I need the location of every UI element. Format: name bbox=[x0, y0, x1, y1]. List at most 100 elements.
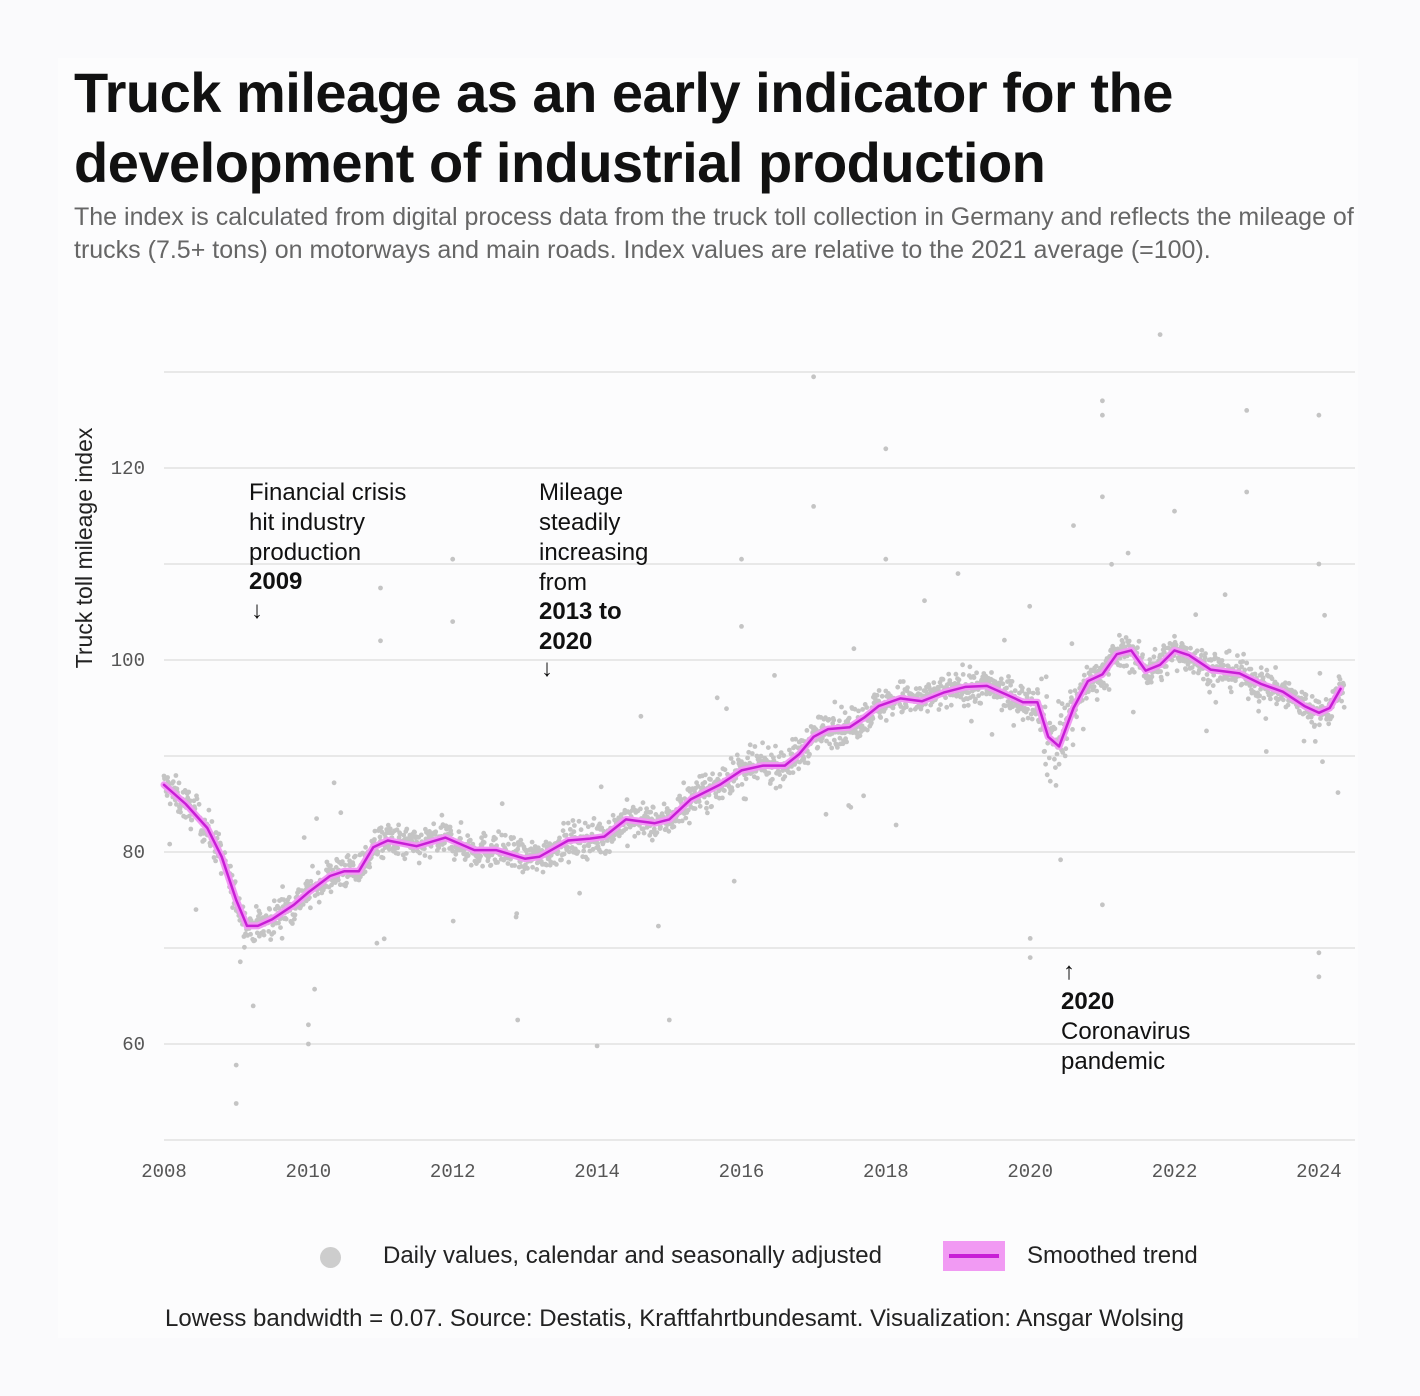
daily-point bbox=[189, 817, 195, 823]
daily-point bbox=[960, 672, 966, 677]
daily-point bbox=[1189, 665, 1195, 670]
annotation-2013-text: Mileage steadily increasing from bbox=[539, 479, 655, 596]
daily-point bbox=[448, 828, 454, 834]
daily-point bbox=[1100, 398, 1105, 404]
daily-point bbox=[328, 889, 334, 895]
daily-point bbox=[1316, 412, 1322, 418]
daily-point bbox=[656, 923, 661, 929]
daily-point bbox=[1201, 676, 1206, 682]
daily-point bbox=[960, 662, 965, 668]
daily-point bbox=[230, 905, 236, 910]
daily-point bbox=[1325, 712, 1331, 718]
annotation-2020: ↑ 2020 Coronavirus pandemic bbox=[1061, 958, 1190, 1075]
daily-point bbox=[1100, 412, 1105, 418]
daily-point bbox=[908, 707, 913, 713]
annotation-2009-text: Financial crisis hit industry production bbox=[249, 479, 413, 566]
daily-point bbox=[953, 671, 959, 677]
daily-point bbox=[679, 818, 685, 824]
daily-point bbox=[1026, 689, 1032, 695]
daily-point bbox=[1339, 698, 1344, 704]
daily-point bbox=[186, 789, 192, 795]
daily-point bbox=[998, 676, 1004, 682]
source-caption: Lowess bandwidth = 0.07. Source: Destati… bbox=[165, 1305, 1185, 1332]
daily-point bbox=[350, 862, 356, 868]
daily-point bbox=[870, 716, 876, 721]
daily-point bbox=[1053, 783, 1059, 788]
daily-point bbox=[1256, 699, 1262, 704]
daily-point bbox=[218, 871, 224, 876]
annotation-2013: Mileage steadily increasing from 2013 to… bbox=[539, 479, 655, 682]
daily-point bbox=[458, 820, 464, 825]
daily-point bbox=[708, 777, 713, 782]
daily-point bbox=[696, 799, 702, 804]
daily-point bbox=[261, 932, 267, 938]
daily-point bbox=[586, 843, 592, 849]
daily-point bbox=[1020, 717, 1026, 723]
daily-point bbox=[616, 815, 622, 821]
daily-point bbox=[943, 695, 948, 701]
daily-point bbox=[780, 768, 786, 773]
daily-point bbox=[1194, 648, 1200, 654]
daily-point bbox=[174, 802, 179, 807]
daily-point bbox=[286, 894, 292, 900]
daily-point bbox=[961, 703, 967, 709]
chart-card bbox=[58, 58, 1358, 1338]
daily-point bbox=[378, 638, 383, 644]
daily-point bbox=[337, 882, 343, 888]
daily-point bbox=[1228, 689, 1234, 695]
x-tick-label: 2024 bbox=[1296, 1161, 1342, 1183]
daily-point bbox=[278, 925, 283, 930]
daily-point bbox=[1009, 679, 1015, 684]
daily-point bbox=[362, 869, 368, 875]
daily-point bbox=[1293, 690, 1299, 696]
daily-point bbox=[648, 829, 654, 835]
daily-point bbox=[616, 833, 622, 839]
daily-point bbox=[372, 837, 377, 842]
daily-point bbox=[1056, 761, 1062, 767]
daily-point bbox=[480, 863, 485, 869]
daily-point bbox=[654, 830, 660, 835]
daily-point bbox=[206, 807, 212, 813]
daily-point bbox=[378, 585, 383, 591]
daily-point bbox=[306, 1041, 311, 1047]
daily-point bbox=[1322, 612, 1327, 618]
daily-point bbox=[976, 693, 981, 699]
daily-point bbox=[878, 715, 884, 720]
daily-point bbox=[578, 827, 584, 833]
daily-point bbox=[1245, 696, 1251, 702]
daily-point bbox=[755, 775, 760, 781]
daily-point bbox=[1006, 674, 1011, 679]
daily-point bbox=[839, 704, 844, 710]
daily-point bbox=[308, 878, 314, 884]
daily-point bbox=[890, 705, 896, 711]
daily-point bbox=[1337, 676, 1343, 682]
daily-point bbox=[1094, 697, 1100, 702]
daily-point bbox=[1003, 703, 1008, 709]
daily-point bbox=[1072, 688, 1078, 693]
y-tick-label: 60 bbox=[122, 1034, 145, 1056]
daily-point bbox=[842, 710, 848, 716]
daily-point bbox=[216, 831, 222, 837]
daily-point bbox=[931, 680, 937, 686]
daily-point bbox=[832, 699, 838, 705]
daily-point bbox=[1028, 711, 1034, 717]
daily-point bbox=[1151, 654, 1157, 660]
daily-point bbox=[1234, 663, 1239, 669]
daily-point bbox=[1104, 683, 1109, 688]
daily-point bbox=[1303, 692, 1309, 698]
daily-point bbox=[1124, 663, 1129, 669]
daily-point bbox=[386, 846, 392, 852]
daily-point bbox=[271, 930, 277, 935]
daily-point bbox=[511, 841, 517, 847]
daily-point bbox=[999, 707, 1005, 713]
daily-point bbox=[804, 728, 810, 733]
daily-point bbox=[397, 831, 403, 837]
daily-point bbox=[1163, 664, 1169, 669]
daily-point bbox=[582, 820, 588, 826]
daily-point bbox=[276, 905, 282, 911]
daily-point bbox=[632, 833, 638, 839]
daily-point bbox=[1256, 708, 1261, 714]
daily-point bbox=[687, 820, 692, 826]
daily-point bbox=[479, 835, 484, 841]
daily-point bbox=[938, 702, 943, 707]
